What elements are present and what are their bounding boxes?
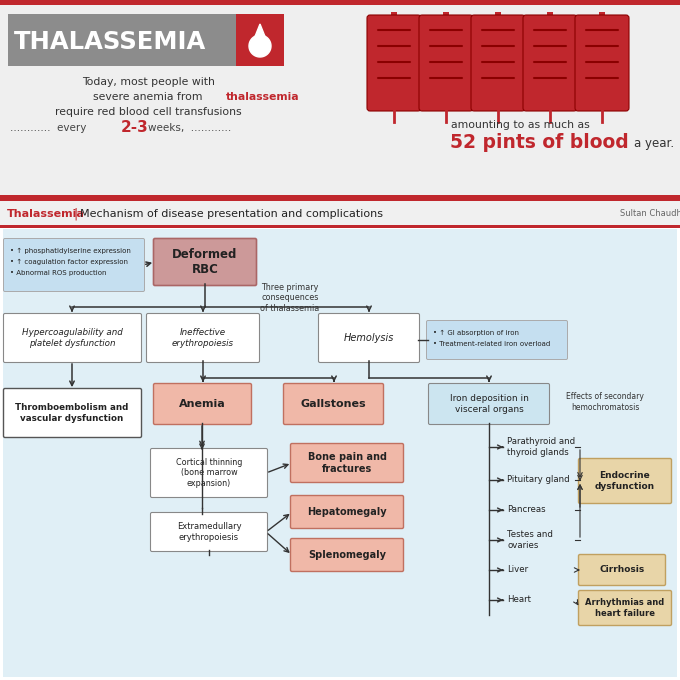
Text: Bone pain and
fractures: Bone pain and fractures <box>307 452 386 474</box>
Text: • ↑ coagulation factor expression: • ↑ coagulation factor expression <box>10 259 128 265</box>
FancyBboxPatch shape <box>426 320 568 360</box>
FancyBboxPatch shape <box>579 554 666 585</box>
Text: Effects of secondary
hemochromatosis: Effects of secondary hemochromatosis <box>566 392 644 411</box>
Bar <box>0 225 680 228</box>
FancyBboxPatch shape <box>290 443 403 483</box>
FancyBboxPatch shape <box>154 384 252 424</box>
Text: Anemia: Anemia <box>179 399 225 409</box>
Text: Splenomegaly: Splenomegaly <box>308 550 386 560</box>
Text: Hemolysis: Hemolysis <box>344 333 394 343</box>
Text: Mechanism of disease presentation and complications: Mechanism of disease presentation and co… <box>80 209 383 219</box>
Text: Thromboembolism and
vascular dysfunction: Thromboembolism and vascular dysfunction <box>16 403 129 423</box>
Text: Endocrine
dysfunction: Endocrine dysfunction <box>595 471 655 491</box>
FancyBboxPatch shape <box>428 384 549 424</box>
Text: • Abnormal ROS production: • Abnormal ROS production <box>10 270 107 276</box>
Text: severe anemia from: severe anemia from <box>93 92 203 102</box>
Text: |: | <box>73 207 78 220</box>
Text: Parathyroid and
thyroid glands: Parathyroid and thyroid glands <box>507 437 575 457</box>
Text: 52 pints of blood: 52 pints of blood <box>450 133 629 152</box>
Bar <box>0 5 680 198</box>
Text: Three primary
consequences
of thalassemia: Three primary consequences of thalassemi… <box>260 283 320 313</box>
FancyBboxPatch shape <box>8 14 236 66</box>
FancyBboxPatch shape <box>367 15 421 111</box>
Text: 2-3: 2-3 <box>121 120 149 135</box>
Bar <box>443 12 449 18</box>
Text: Pancreas: Pancreas <box>507 505 545 515</box>
FancyBboxPatch shape <box>579 458 671 503</box>
Text: Extramedullary
erythropoiesis: Extramedullary erythropoiesis <box>177 522 241 542</box>
FancyBboxPatch shape <box>318 313 420 362</box>
FancyBboxPatch shape <box>146 313 260 362</box>
Text: Hepatomegaly: Hepatomegaly <box>307 507 387 517</box>
Text: • ↑ GI absorption of iron: • ↑ GI absorption of iron <box>433 330 519 336</box>
Text: Pituitary gland: Pituitary gland <box>507 475 570 484</box>
Text: Arrhythmias and
heart failure: Arrhythmias and heart failure <box>585 598 664 617</box>
Text: require red blood cell transfusions: require red blood cell transfusions <box>54 107 241 117</box>
FancyBboxPatch shape <box>150 449 267 498</box>
Polygon shape <box>249 35 271 57</box>
Bar <box>3 229 677 677</box>
Text: Sultan Chaudhry: Sultan Chaudhry <box>620 209 680 218</box>
Polygon shape <box>252 24 268 44</box>
Text: thalassemia: thalassemia <box>226 92 300 102</box>
FancyBboxPatch shape <box>154 239 256 286</box>
FancyBboxPatch shape <box>150 513 267 551</box>
Text: Cortical thinning
(bone marrow
expansion): Cortical thinning (bone marrow expansion… <box>176 458 242 488</box>
Bar <box>0 201 680 225</box>
FancyBboxPatch shape <box>284 384 384 424</box>
Text: weeks,  ............: weeks, ............ <box>148 123 231 133</box>
FancyBboxPatch shape <box>290 539 403 571</box>
Text: Iron deposition in
visceral organs: Iron deposition in visceral organs <box>449 394 528 413</box>
Bar <box>495 12 501 18</box>
FancyBboxPatch shape <box>3 313 141 362</box>
Text: Today, most people with: Today, most people with <box>82 77 214 87</box>
FancyBboxPatch shape <box>3 239 144 292</box>
Text: Hypercoagulability and
platelet dysfunction: Hypercoagulability and platelet dysfunct… <box>22 328 122 347</box>
FancyBboxPatch shape <box>419 15 473 111</box>
Bar <box>0 0 680 5</box>
Text: • ↑ phosphatidylserine expression: • ↑ phosphatidylserine expression <box>10 248 131 254</box>
FancyBboxPatch shape <box>575 15 629 111</box>
FancyBboxPatch shape <box>523 15 577 111</box>
Text: THALASSEMIA: THALASSEMIA <box>14 30 206 54</box>
Text: amounting to as much as: amounting to as much as <box>451 120 590 130</box>
FancyBboxPatch shape <box>236 14 284 66</box>
Bar <box>599 12 605 18</box>
Bar <box>0 195 680 201</box>
Text: • Treatment-related iron overload: • Treatment-related iron overload <box>433 341 550 347</box>
Text: Ineffective
erythropoiesis: Ineffective erythropoiesis <box>172 328 234 347</box>
Bar <box>391 12 397 18</box>
FancyBboxPatch shape <box>290 496 403 528</box>
Text: Deformed
RBC: Deformed RBC <box>172 248 238 276</box>
Text: Liver: Liver <box>507 566 528 575</box>
FancyBboxPatch shape <box>471 15 525 111</box>
Text: a year.: a year. <box>634 137 674 150</box>
Text: Thalassemia: Thalassemia <box>7 209 85 219</box>
Text: ............  every: ............ every <box>10 123 86 133</box>
Text: Heart: Heart <box>507 596 531 605</box>
FancyBboxPatch shape <box>579 590 671 626</box>
Text: Cirrhosis: Cirrhosis <box>599 566 645 575</box>
Text: Gallstones: Gallstones <box>300 399 366 409</box>
Text: Testes and
ovaries: Testes and ovaries <box>507 530 553 549</box>
FancyBboxPatch shape <box>3 388 141 437</box>
Bar <box>547 12 553 18</box>
